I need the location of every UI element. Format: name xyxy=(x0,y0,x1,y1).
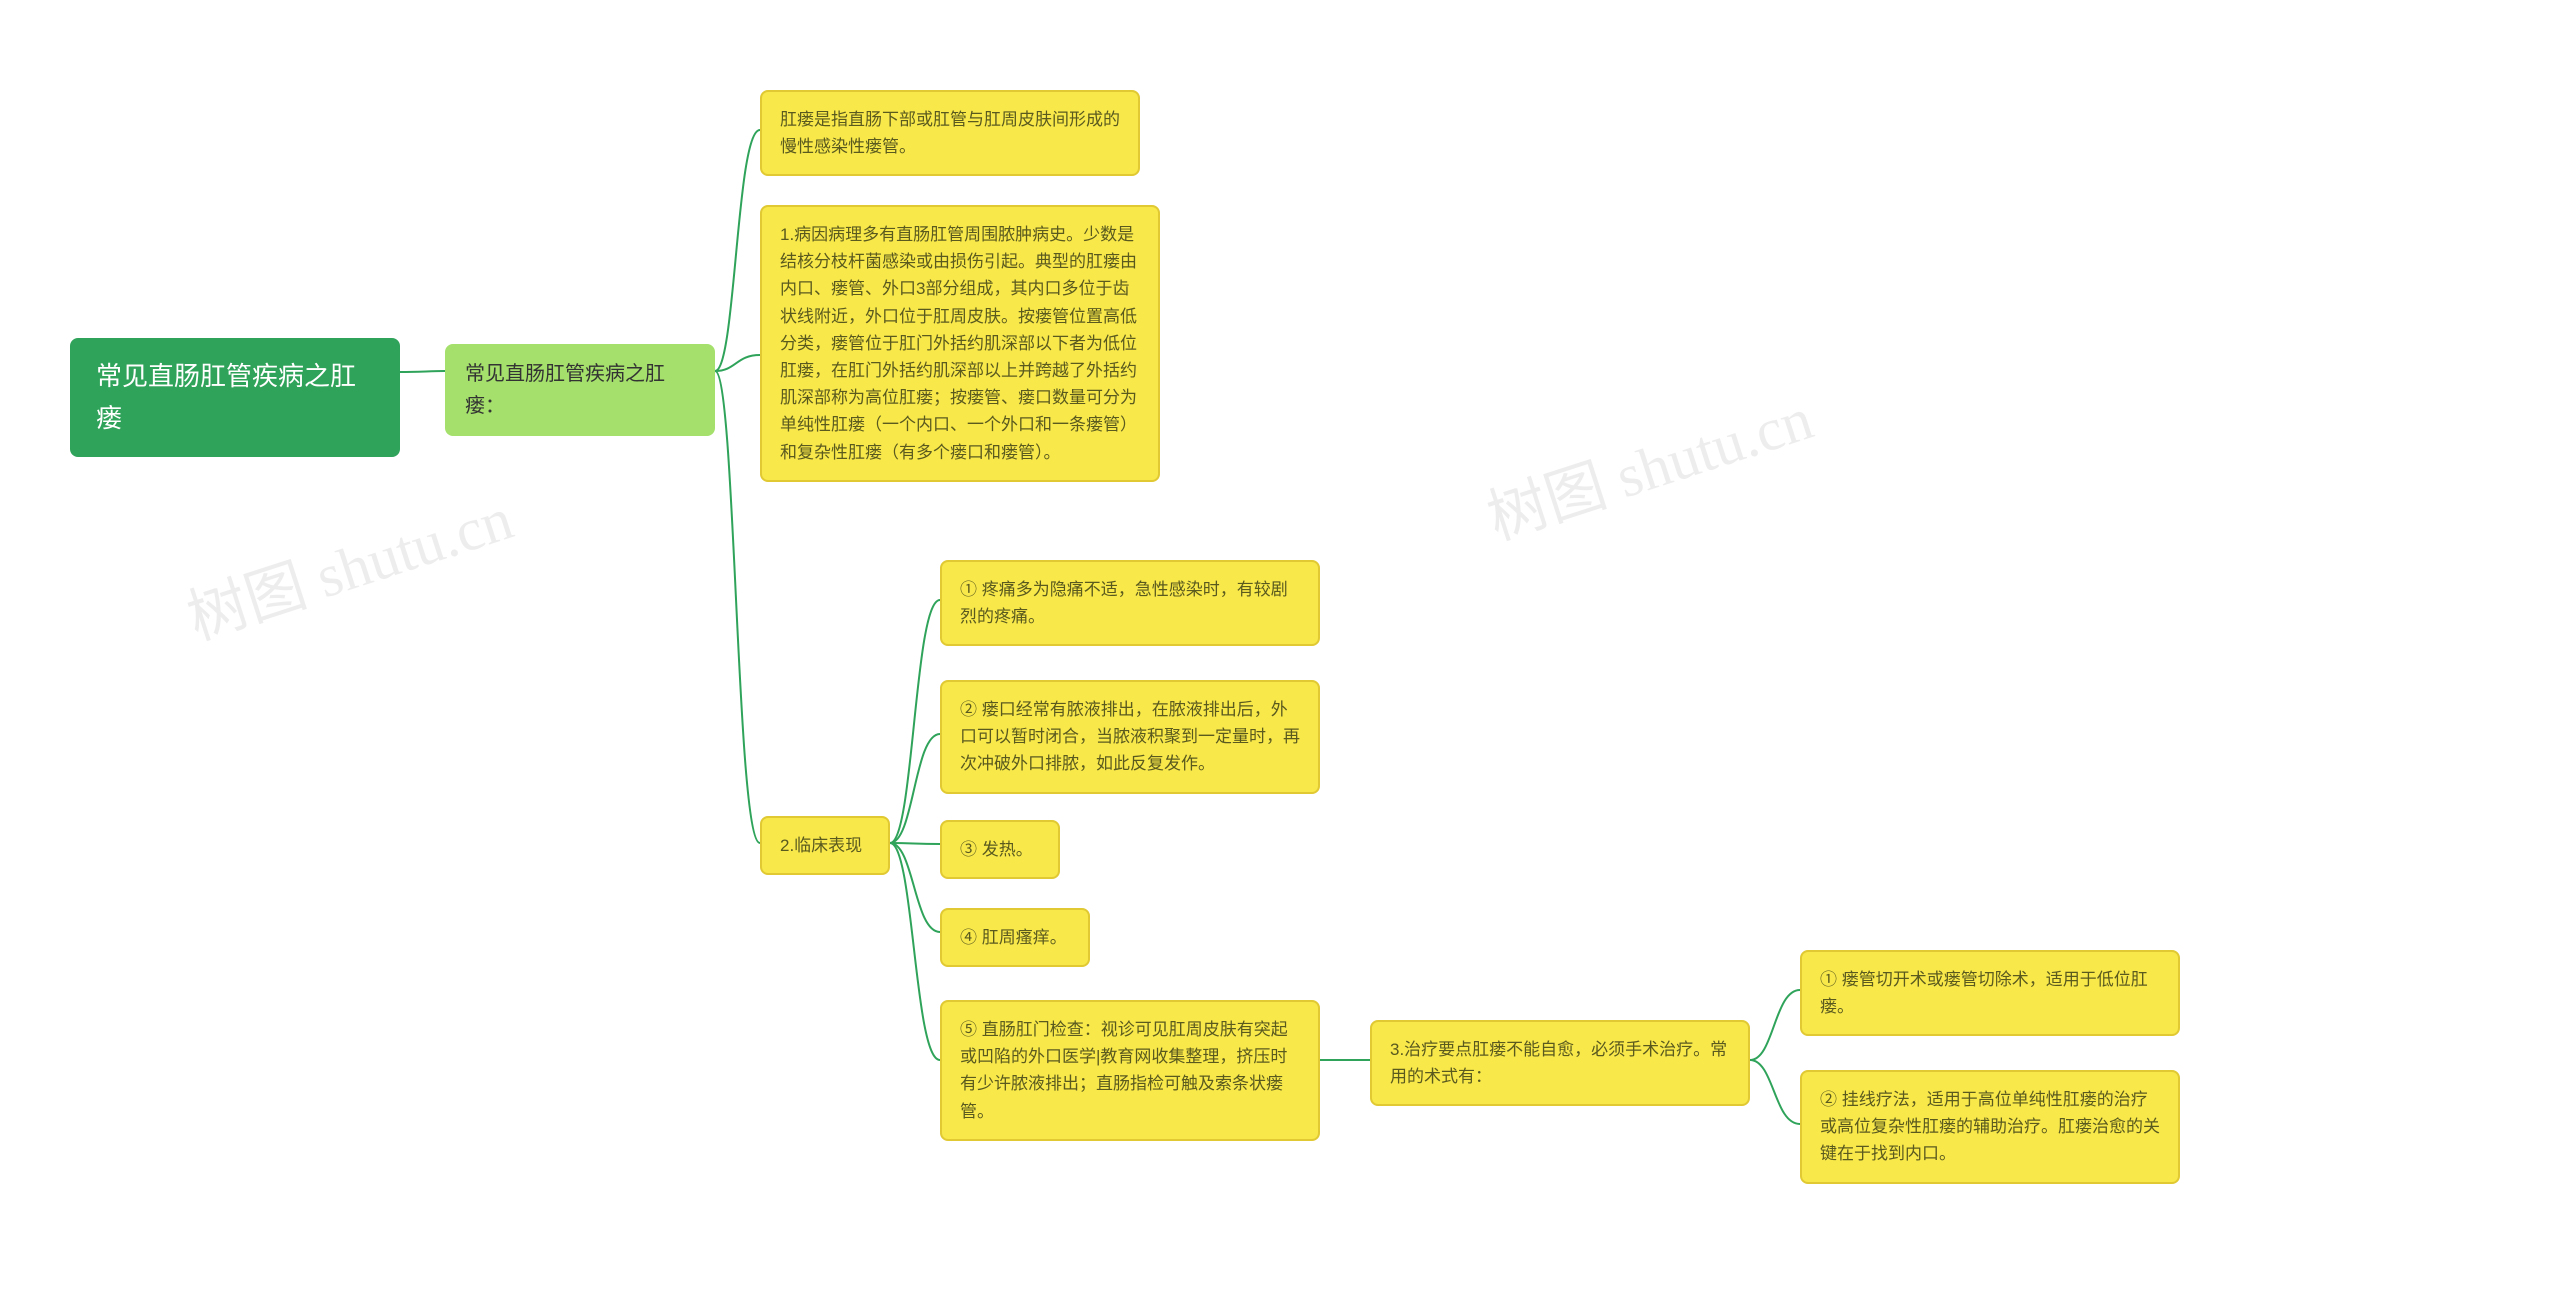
clinical-item-5[interactable]: ⑤ 直肠肛门检查：视诊可见肛周皮肤有突起或凹陷的外口医学|教育网收集整理，挤压时… xyxy=(940,1000,1320,1141)
watermark-2: 树图 shutu.cn xyxy=(1475,370,1822,557)
root-node[interactable]: 常见直肠肛管疾病之肛瘘 xyxy=(70,338,400,457)
clinical-item-2[interactable]: ② 瘘口经常有脓液排出，在脓液排出后，外口可以暂时闭合，当脓液积聚到一定量时，再… xyxy=(940,680,1320,794)
clinical-node[interactable]: 2.临床表现 xyxy=(760,816,890,875)
clinical-item-4[interactable]: ④ 肛周瘙痒。 xyxy=(940,908,1090,967)
etiology-node[interactable]: 1.病因病理多有直肠肛管周围脓肿病史。少数是结核分枝杆菌感染或由损伤引起。典型的… xyxy=(760,205,1160,482)
clinical-item-1[interactable]: ① 疼痛多为隐痛不适，急性感染时，有较剧烈的疼痛。 xyxy=(940,560,1320,646)
clinical-item-3[interactable]: ③ 发热。 xyxy=(940,820,1060,879)
watermark-1: 树图 shutu.cn xyxy=(175,470,522,657)
definition-node[interactable]: 肛瘘是指直肠下部或肛管与肛周皮肤间形成的慢性感染性瘘管。 xyxy=(760,90,1140,176)
topic-node[interactable]: 常见直肠肛管疾病之肛瘘： xyxy=(445,344,715,436)
treatment-item-2[interactable]: ② 挂线疗法，适用于高位单纯性肛瘘的治疗或高位复杂性肛瘘的辅助治疗。肛瘘治愈的关… xyxy=(1800,1070,2180,1184)
treatment-node[interactable]: 3.治疗要点肛瘘不能自愈，必须手术治疗。常用的术式有： xyxy=(1370,1020,1750,1106)
treatment-item-1[interactable]: ① 瘘管切开术或瘘管切除术，适用于低位肛瘘。 xyxy=(1800,950,2180,1036)
